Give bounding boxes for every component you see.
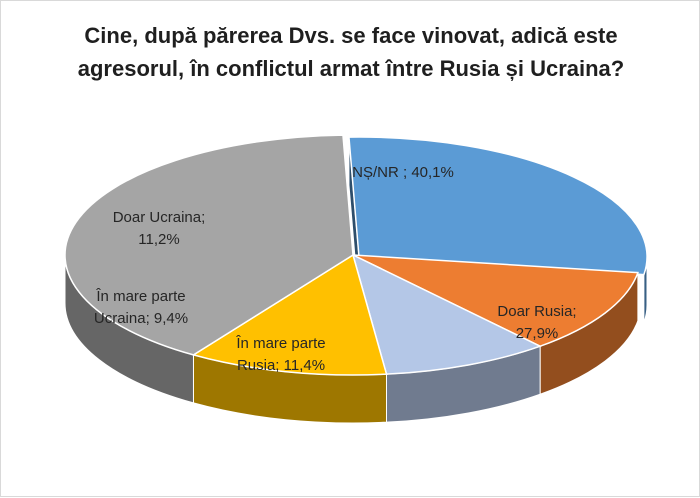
data-label-ns-nr: NȘ/NR ; 40,1%	[352, 164, 454, 181]
pie-slice-in-mare-parte-ucraina	[351, 253, 543, 375]
chart-title: Cine, după părerea Dvs. se face vinovat,…	[77, 23, 625, 81]
pie-slice-doar-ucraina	[191, 253, 388, 376]
pie-slices	[64, 134, 648, 376]
data-label-in-mare-parte-rusia: În mare parte Rusia; 11,4%	[235, 335, 325, 374]
data-label-in-mare-parte-ucraina: În mare parte Ucraina; 9,4%	[94, 288, 188, 327]
data-label-doar-ucraina: Doar Ucraina; 11,2%	[113, 209, 206, 248]
pie-slice-ns-nr	[64, 134, 354, 356]
pie-slice-in-mare-parte-rusia	[352, 254, 639, 348]
data-labels: Doar Rusia; 27,9% În mare parte Rusia; 11,4…	[94, 164, 577, 374]
data-label-doar-rusia: Doar Rusia; 27,9%	[497, 303, 576, 342]
pie-side-walls	[64, 137, 648, 424]
pie-slice-doar-rusia	[348, 136, 648, 276]
